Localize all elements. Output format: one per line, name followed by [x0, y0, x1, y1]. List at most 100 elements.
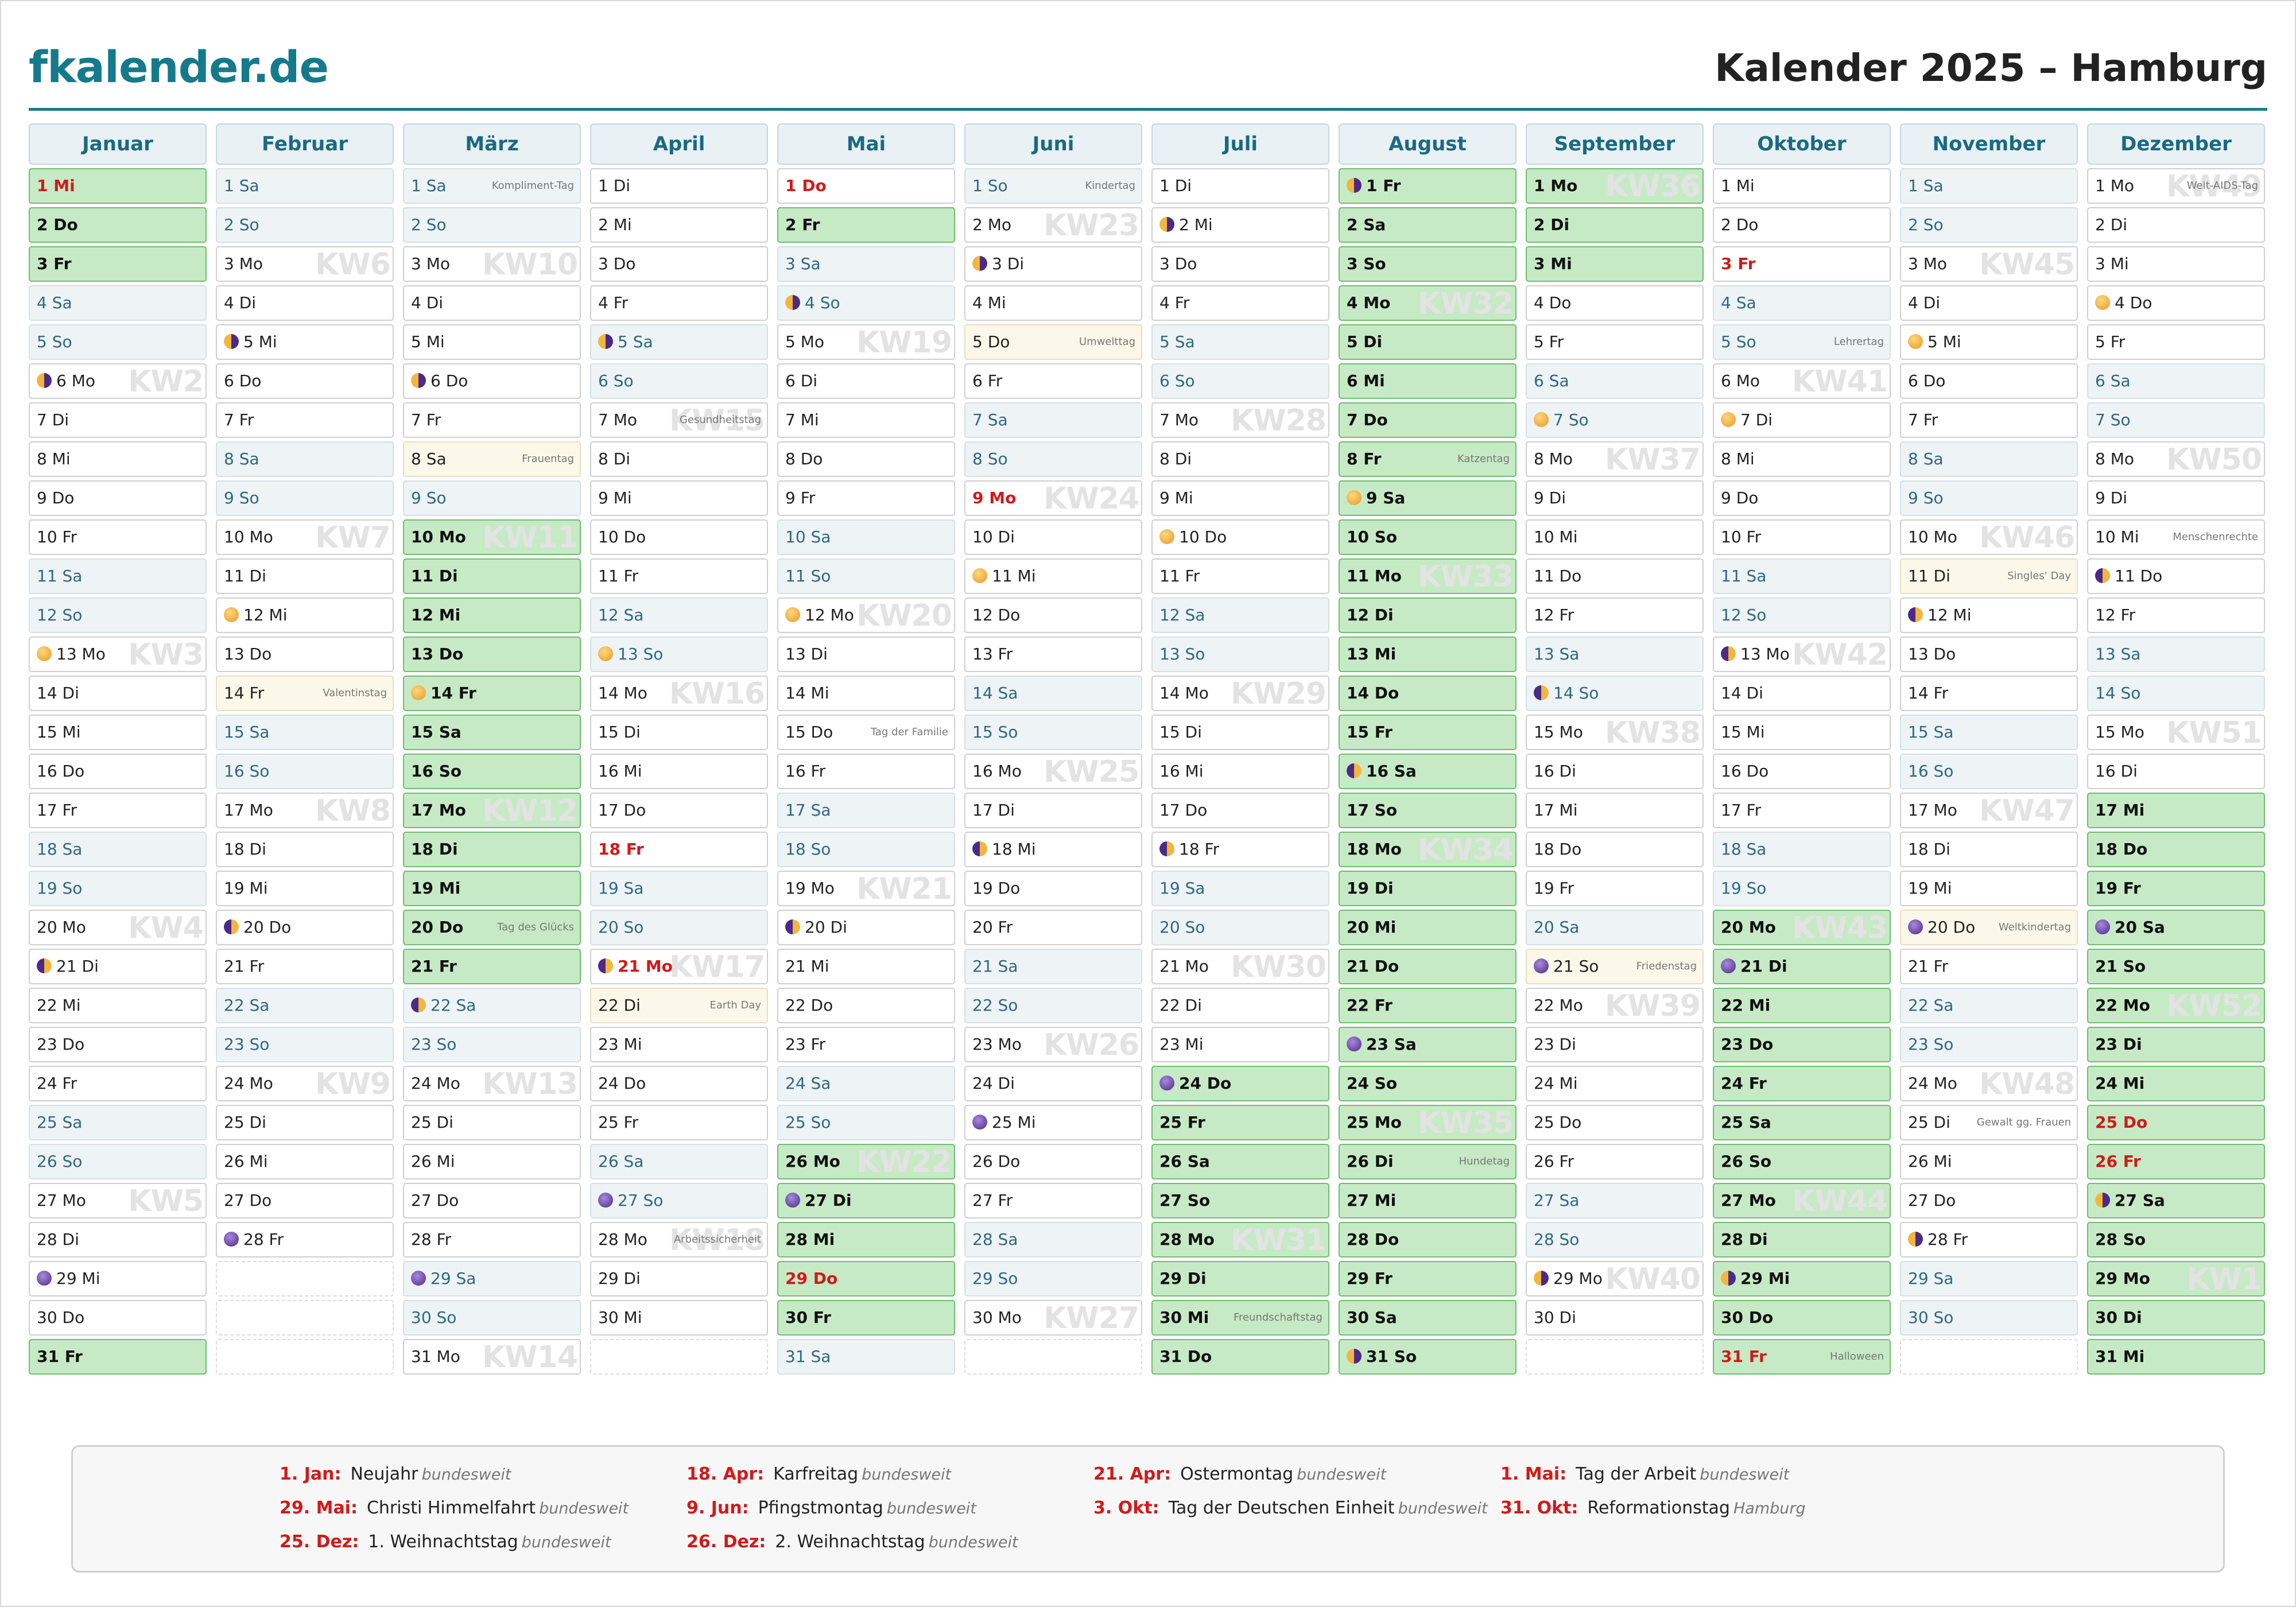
day-cell[interactable]: 3 Di	[964, 246, 1142, 282]
day-cell[interactable]: 22 Fr	[1339, 988, 1517, 1023]
day-cell[interactable]: 24 Do	[1151, 1066, 1329, 1101]
day-cell[interactable]: 7 So	[1526, 402, 1704, 438]
day-cell[interactable]: 23 Di	[2087, 1027, 2265, 1062]
day-cell[interactable]: 7 Fr	[1900, 402, 2078, 438]
day-cell[interactable]: 26 So	[1713, 1144, 1891, 1179]
day-cell[interactable]: 24 Do	[590, 1066, 768, 1101]
day-cell[interactable]: 18 Do	[2087, 832, 2265, 867]
day-cell[interactable]: 25 Fr	[590, 1105, 768, 1140]
day-cell[interactable]: 3 Sa	[777, 246, 955, 282]
day-cell[interactable]: KW4 20 Mo	[29, 910, 207, 945]
day-cell[interactable]: 23 Do	[29, 1027, 207, 1062]
day-cell[interactable]: 13 Fr	[964, 636, 1142, 672]
day-cell[interactable]: 13 Do	[1900, 636, 2078, 672]
day-cell[interactable]: 8 Mi	[1713, 441, 1891, 477]
day-cell[interactable]: KW9 24 Mo	[216, 1066, 394, 1101]
day-cell[interactable]: 3 Mi	[2087, 246, 2265, 282]
day-cell[interactable]: 28 Fr	[1900, 1222, 2078, 1257]
day-cell[interactable]: 30 Do	[1713, 1300, 1891, 1336]
day-cell[interactable]: 12 Do	[964, 597, 1142, 633]
day-cell[interactable]: 25 Sa	[29, 1105, 207, 1140]
day-cell[interactable]: 9 Mi	[1151, 480, 1329, 516]
day-cell[interactable]: 23 Di	[1526, 1027, 1704, 1062]
day-cell[interactable]: KW26 23 Mo	[964, 1027, 1142, 1062]
day-cell[interactable]: 23 Fr	[777, 1027, 955, 1062]
day-cell[interactable]: 12 Sa	[1151, 597, 1329, 633]
day-cell[interactable]: 21 So	[2087, 949, 2265, 984]
day-cell[interactable]: 27 Sa	[2087, 1183, 2265, 1218]
day-cell[interactable]: 28 Fr	[216, 1222, 394, 1257]
day-cell[interactable]: 25 Sa	[1713, 1105, 1891, 1140]
day-cell[interactable]: 30 So	[1900, 1300, 2078, 1336]
day-cell[interactable]: 21 Di	[29, 949, 207, 984]
day-cell[interactable]: 21 So Friedenstag	[1526, 949, 1704, 984]
day-cell[interactable]: 29 Mi	[29, 1261, 207, 1297]
day-cell[interactable]: 18 Sa	[29, 832, 207, 867]
day-cell[interactable]: 20 So	[590, 910, 768, 945]
day-cell[interactable]: 12 Fr	[1526, 597, 1704, 633]
day-cell[interactable]: 5 Sa	[590, 324, 768, 360]
day-cell[interactable]: 27 Di	[777, 1183, 955, 1218]
day-cell[interactable]: 18 So	[777, 832, 955, 867]
day-cell[interactable]: 2 Sa	[1339, 207, 1517, 243]
day-cell[interactable]: 30 Mi Freundschaftstag	[1151, 1300, 1329, 1336]
day-cell[interactable]: 13 Sa	[2087, 636, 2265, 672]
day-cell[interactable]: 18 Di	[216, 832, 394, 867]
day-cell[interactable]: 13 Di	[777, 636, 955, 672]
day-cell[interactable]: 26 Sa	[1151, 1144, 1329, 1179]
day-cell[interactable]: 12 Di	[1339, 597, 1517, 633]
day-cell[interactable]: 30 Mi	[590, 1300, 768, 1336]
day-cell[interactable]: 26 Mi	[216, 1144, 394, 1179]
day-cell[interactable]: 30 Di	[2087, 1300, 2265, 1336]
day-cell[interactable]: 1 Do	[777, 168, 955, 204]
day-cell[interactable]: 4 So	[777, 285, 955, 321]
day-cell[interactable]: 24 Mi	[2087, 1066, 2265, 1101]
day-cell[interactable]: 6 Mi	[1339, 363, 1517, 399]
day-cell[interactable]: 16 Fr	[777, 754, 955, 789]
day-cell[interactable]: 29 Mi	[1713, 1261, 1891, 1297]
day-cell[interactable]: KW15 7 Mo Gesundheitstag	[590, 402, 768, 438]
day-cell[interactable]: 25 Di	[216, 1105, 394, 1140]
day-cell[interactable]: 12 So	[1713, 597, 1891, 633]
day-cell[interactable]: 5 Di	[1339, 324, 1517, 360]
day-cell[interactable]: 11 Fr	[1151, 558, 1329, 594]
day-cell[interactable]: 10 Mi	[1526, 519, 1704, 555]
day-cell[interactable]: 14 So	[1526, 676, 1704, 711]
day-cell[interactable]: 2 Do	[29, 207, 207, 243]
day-cell[interactable]: 9 So	[403, 480, 581, 516]
day-cell[interactable]: 24 So	[1339, 1066, 1517, 1101]
day-cell[interactable]: 9 Mi	[590, 480, 768, 516]
day-cell[interactable]: 2 Mi	[1151, 207, 1329, 243]
day-cell[interactable]: 6 Sa	[1526, 363, 1704, 399]
day-cell[interactable]: 15 Sa	[403, 715, 581, 750]
day-cell[interactable]: KW31 28 Mo	[1151, 1222, 1329, 1257]
day-cell[interactable]: KW39 22 Mo	[1526, 988, 1704, 1023]
day-cell[interactable]: 18 Sa	[1713, 832, 1891, 867]
day-cell[interactable]: KW27 30 Mo	[964, 1300, 1142, 1336]
day-cell[interactable]: 19 Fr	[2087, 871, 2265, 906]
day-cell[interactable]: 21 Sa	[964, 949, 1142, 984]
day-cell[interactable]: 3 So	[1339, 246, 1517, 282]
day-cell[interactable]: KW32 4 Mo	[1339, 285, 1517, 321]
day-cell[interactable]: 20 Mi	[1339, 910, 1517, 945]
day-cell[interactable]: KW41 6 Mo	[1713, 363, 1891, 399]
day-cell[interactable]: 27 So	[590, 1183, 768, 1218]
day-cell[interactable]: 23 So	[1900, 1027, 2078, 1062]
day-cell[interactable]: 31 Sa	[777, 1339, 955, 1375]
day-cell[interactable]: 25 Mi	[964, 1105, 1142, 1140]
day-cell[interactable]: 1 Mi	[1713, 168, 1891, 204]
day-cell[interactable]: KW12 17 Mo	[403, 793, 581, 828]
day-cell[interactable]: 9 Di	[2087, 480, 2265, 516]
day-cell[interactable]: 12 Mi	[216, 597, 394, 633]
day-cell[interactable]: KW13 24 Mo	[403, 1066, 581, 1101]
day-cell[interactable]: 22 Mi	[1713, 988, 1891, 1023]
day-cell[interactable]: 8 Mi	[29, 441, 207, 477]
day-cell[interactable]: 29 Sa	[403, 1261, 581, 1297]
day-cell[interactable]: 10 Fr	[29, 519, 207, 555]
day-cell[interactable]: 7 Sa	[964, 402, 1142, 438]
day-cell[interactable]: 4 Do	[2087, 285, 2265, 321]
day-cell[interactable]: 16 Di	[2087, 754, 2265, 789]
day-cell[interactable]: 14 Mi	[777, 676, 955, 711]
day-cell[interactable]: 29 Di	[1151, 1261, 1329, 1297]
day-cell[interactable]: 15 Do Tag der Familie	[777, 715, 955, 750]
